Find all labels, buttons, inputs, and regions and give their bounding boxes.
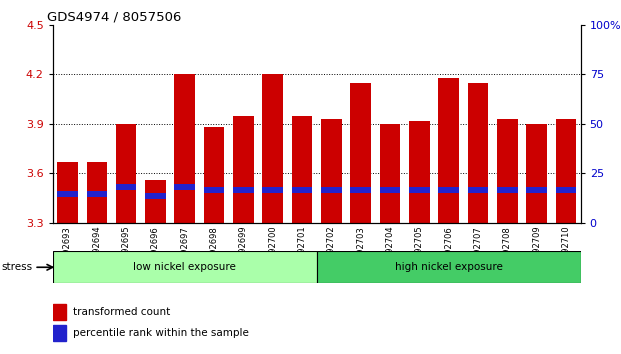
Text: low nickel exposure: low nickel exposure: [134, 262, 236, 272]
Bar: [233, 187, 253, 193]
Bar: [292, 116, 312, 223]
Bar: [468, 82, 488, 223]
Bar: [145, 193, 166, 199]
Bar: [292, 187, 312, 193]
Bar: [350, 82, 371, 223]
Bar: [145, 180, 166, 223]
Bar: [317, 251, 581, 283]
Bar: [527, 124, 547, 223]
Text: percentile rank within the sample: percentile rank within the sample: [73, 328, 249, 338]
Bar: [468, 187, 488, 193]
Bar: [233, 116, 253, 223]
Bar: [497, 187, 517, 193]
Bar: [86, 191, 107, 197]
Bar: [380, 124, 401, 223]
Bar: [556, 187, 576, 193]
Bar: [497, 119, 517, 223]
Bar: [438, 78, 459, 223]
Bar: [556, 119, 576, 223]
Bar: [57, 162, 78, 223]
Text: high nickel exposure: high nickel exposure: [395, 262, 502, 272]
Bar: [350, 187, 371, 193]
Bar: [204, 127, 224, 223]
Bar: [527, 187, 547, 193]
Text: transformed count: transformed count: [73, 307, 171, 318]
Text: stress: stress: [1, 262, 32, 272]
Bar: [263, 74, 283, 223]
Bar: [57, 191, 78, 197]
Bar: [409, 187, 430, 193]
Bar: [321, 119, 342, 223]
Bar: [86, 162, 107, 223]
Bar: [175, 74, 195, 223]
Text: GDS4974 / 8057506: GDS4974 / 8057506: [47, 11, 181, 24]
Bar: [116, 124, 137, 223]
Bar: [409, 121, 430, 223]
Bar: [204, 187, 224, 193]
Bar: [53, 325, 66, 341]
Bar: [175, 184, 195, 189]
Bar: [438, 187, 459, 193]
Bar: [53, 304, 66, 320]
Bar: [321, 187, 342, 193]
Bar: [53, 251, 317, 283]
Bar: [380, 187, 401, 193]
Bar: [116, 184, 137, 189]
Bar: [263, 187, 283, 193]
